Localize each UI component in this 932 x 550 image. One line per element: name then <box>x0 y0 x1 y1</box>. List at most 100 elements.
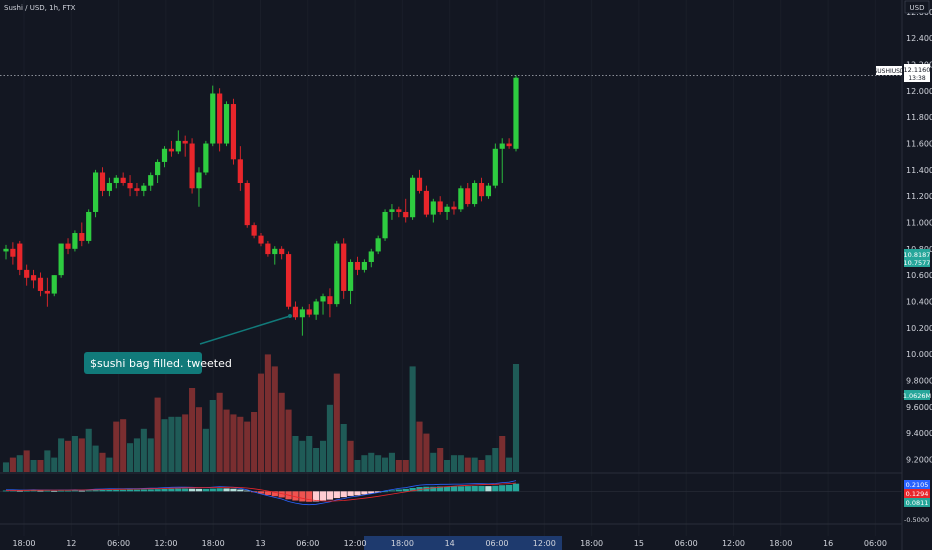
candle-body <box>182 140 188 144</box>
macd-hist-bar <box>292 491 299 501</box>
candle[interactable] <box>320 293 326 315</box>
y-tick-label: 10.0000 <box>906 350 932 359</box>
candle[interactable] <box>3 244 9 260</box>
currency-badge-box[interactable] <box>904 0 930 14</box>
candle[interactable] <box>306 304 312 318</box>
candle[interactable] <box>251 222 257 239</box>
volume-bar <box>333 373 340 472</box>
candle[interactable] <box>506 138 512 149</box>
volume-tag-box <box>904 390 930 400</box>
candle[interactable] <box>327 288 333 318</box>
candle[interactable] <box>444 204 450 220</box>
macd-hist-bar <box>505 484 513 492</box>
candle[interactable] <box>113 175 119 189</box>
candle[interactable] <box>423 185 430 218</box>
candle[interactable] <box>203 140 209 176</box>
candle[interactable] <box>458 185 464 212</box>
candle[interactable] <box>416 169 423 194</box>
candle[interactable] <box>141 183 147 197</box>
candle[interactable] <box>403 198 409 223</box>
candle[interactable] <box>127 175 133 197</box>
candle-body <box>437 201 443 212</box>
candle-body <box>292 306 299 318</box>
candle[interactable] <box>134 183 140 197</box>
candle[interactable] <box>361 259 367 273</box>
candle[interactable] <box>285 251 292 310</box>
candle[interactable] <box>513 75 519 152</box>
candle[interactable] <box>37 272 44 297</box>
candle[interactable] <box>155 159 161 184</box>
candle[interactable] <box>51 275 57 297</box>
candle[interactable] <box>341 238 347 299</box>
candle[interactable] <box>237 146 243 191</box>
volume-bar <box>113 421 120 472</box>
candle[interactable] <box>175 130 181 155</box>
candle[interactable] <box>106 177 112 197</box>
candle[interactable] <box>375 235 381 255</box>
candle[interactable] <box>410 175 416 220</box>
candle[interactable] <box>389 204 395 220</box>
candle[interactable] <box>492 143 498 189</box>
macd-hist-bar <box>51 490 58 492</box>
candle[interactable] <box>465 183 471 207</box>
candle[interactable] <box>168 140 175 157</box>
candle[interactable] <box>24 264 30 286</box>
candle[interactable] <box>334 240 340 307</box>
volume-bar <box>409 366 416 472</box>
candle[interactable] <box>279 246 285 260</box>
candle[interactable] <box>99 167 106 197</box>
candle[interactable] <box>396 206 402 218</box>
candle[interactable] <box>499 138 505 184</box>
volume-bar <box>2 462 10 472</box>
candle-body <box>306 309 312 315</box>
candle[interactable] <box>272 246 278 265</box>
volume-tag: 1.0626M <box>903 392 931 400</box>
candle[interactable] <box>478 177 485 202</box>
candle[interactable] <box>292 301 299 320</box>
x-axis-highlight <box>364 536 562 550</box>
candle[interactable] <box>244 180 250 228</box>
candle[interactable] <box>265 240 271 257</box>
candle[interactable] <box>223 101 230 147</box>
annotation-box[interactable] <box>84 352 202 374</box>
candle[interactable] <box>485 183 492 199</box>
candle[interactable] <box>472 180 478 207</box>
candle[interactable] <box>196 167 202 207</box>
annotation-pointer <box>199 315 291 345</box>
candle[interactable] <box>437 196 443 215</box>
candle[interactable] <box>10 242 16 265</box>
candle[interactable] <box>182 135 188 157</box>
candle[interactable] <box>230 98 237 165</box>
candle[interactable] <box>313 298 319 320</box>
candle[interactable] <box>92 169 99 218</box>
candle[interactable] <box>72 230 78 252</box>
candle[interactable] <box>86 209 92 244</box>
candle[interactable] <box>17 240 23 276</box>
candle[interactable] <box>44 277 50 307</box>
candle-body <box>265 243 271 255</box>
candle[interactable] <box>451 201 457 215</box>
candle-body <box>416 177 423 191</box>
candle[interactable] <box>299 306 305 336</box>
candle[interactable] <box>368 248 374 268</box>
candle[interactable] <box>189 138 195 194</box>
candle[interactable] <box>79 222 85 247</box>
volume-bar <box>326 404 333 472</box>
candle[interactable] <box>148 172 154 191</box>
candle[interactable] <box>430 198 436 223</box>
candle[interactable] <box>258 233 264 247</box>
x-tick-label: 12:00 <box>344 539 367 548</box>
candle[interactable] <box>65 238 71 255</box>
candle[interactable] <box>347 259 354 305</box>
macd-hist-bar <box>416 487 423 492</box>
candle[interactable] <box>382 209 388 241</box>
macd-hist-bar <box>306 491 313 502</box>
candle[interactable] <box>210 85 216 147</box>
candle[interactable] <box>58 243 64 278</box>
candle[interactable] <box>30 269 37 289</box>
candle[interactable] <box>354 256 361 276</box>
candle[interactable] <box>120 172 126 186</box>
candle[interactable] <box>217 88 223 152</box>
candle[interactable] <box>161 146 168 168</box>
